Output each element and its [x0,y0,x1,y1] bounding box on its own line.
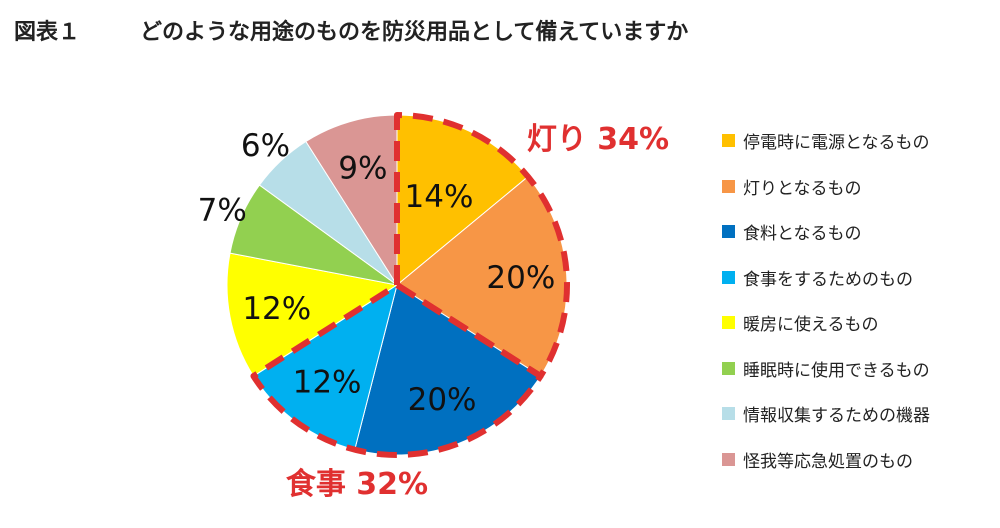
chart-title: どのような用途のものを防災用品として備えていますか [140,20,689,45]
legend-label: 暖房に使えるもの [743,315,879,336]
legend-swatch [722,225,735,239]
pie-slice-5 [226,252,399,377]
legend-label: 怪我等応急処置のもの [743,451,913,472]
legend-swatch [722,270,735,284]
legend-item-3: 食料となるもの [722,209,992,255]
legend-label: 睡眠時に使用できるもの [743,360,930,381]
chart-legend: 停電時に電源となるもの 灯りとなるもの 食料となるもの食事をするためのもの 暖房に使え… [722,118,992,482]
legend-item-6: 睡眠時に使用できるもの [722,346,992,392]
legend-item-4: 食事をするためのもの [722,255,992,301]
slice-value-label-7: 6% [241,128,290,164]
pie-slice-1 [396,114,529,287]
slice-value-label-5: 12% [242,291,311,327]
slice-value-label-2: 20% [486,260,555,296]
legend-swatch [722,452,735,466]
legend-label: 食料となるもの [743,224,862,245]
annotation-label-1: 灯り 34% [527,122,669,157]
figure-label: 図表１ [14,20,81,45]
legend-label: 灯りとなるもの [743,178,862,199]
legend-swatch [722,361,735,375]
annotation-outline-1 [394,112,570,380]
legend-item-7: 情報収集するための機器 [722,391,992,437]
legend-label: 食事をするためのもの [743,269,913,290]
legend-item-8: 怪我等応急処置のもの [722,437,992,483]
legend-swatch [722,407,735,421]
slice-value-label-1: 14% [405,179,474,215]
legend-item-1: 停電時に電源となるもの [722,118,992,164]
legend-swatch [722,316,735,330]
slice-value-label-6: 7% [198,192,247,228]
legend-swatch [722,134,735,148]
slice-value-label-3: 20% [408,382,477,418]
annotation-outline-2 [250,282,544,458]
legend-item-2: 灯りとなるもの [722,164,992,210]
legend-item-5: 暖房に使えるもの [722,300,992,346]
legend-label: 停電時に電源となるもの [743,133,930,154]
legend-label: 情報収集するための機器 [743,406,930,427]
slice-value-label-4: 12% [293,364,362,400]
slice-value-label-8: 9% [338,150,387,186]
annotation-label-2: 食事 32% [286,467,428,502]
legend-swatch [722,179,735,193]
